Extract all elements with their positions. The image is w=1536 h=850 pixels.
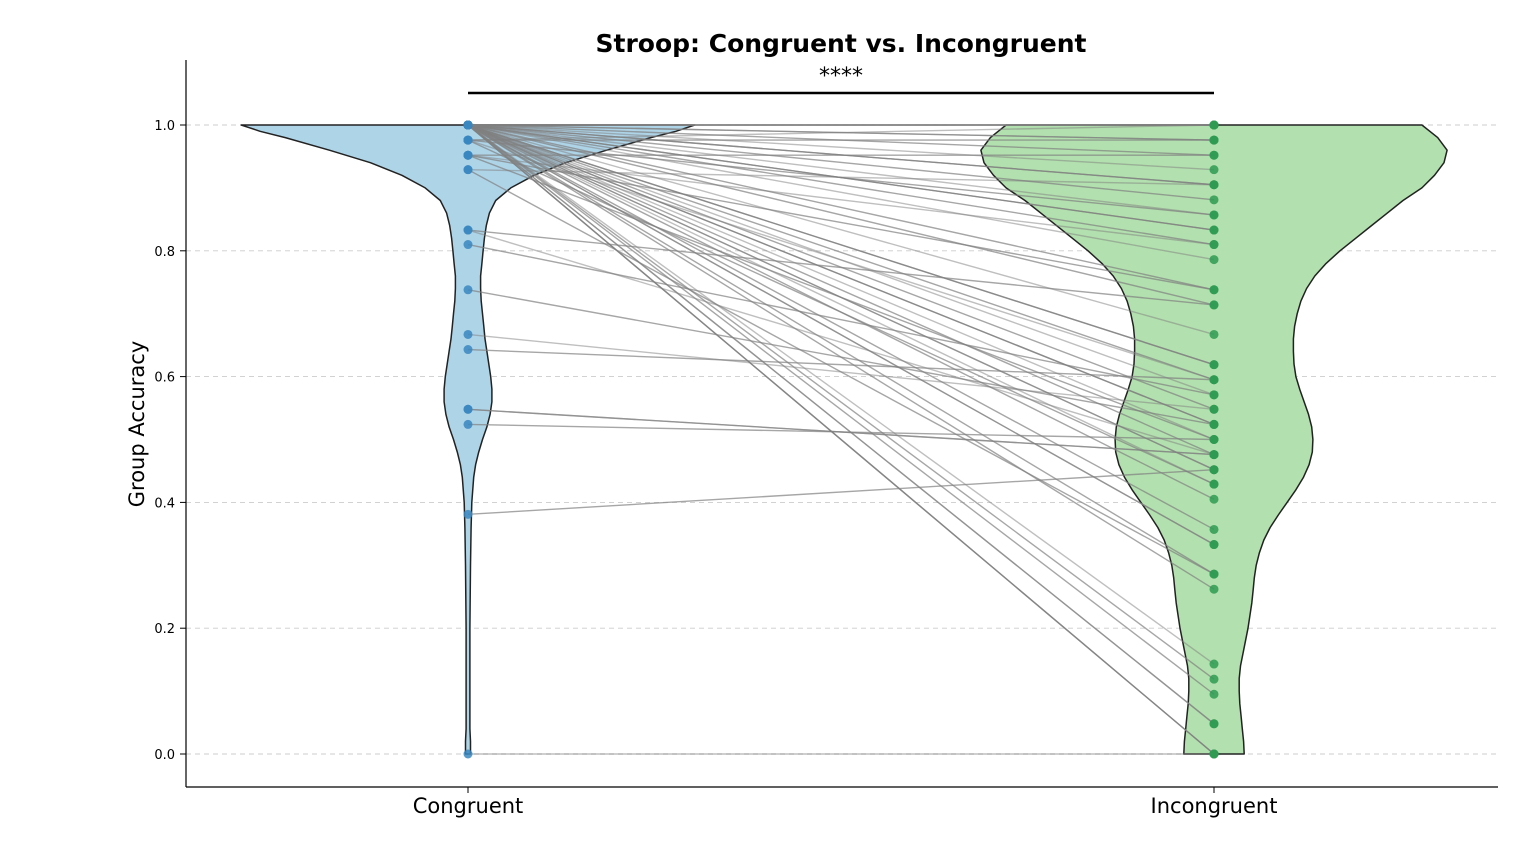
violin-congruent [240,124,696,755]
axes [185,60,1498,788]
incongruent-point [1209,390,1219,400]
incongruent-point [1209,120,1219,130]
pair-line [467,124,1215,695]
congruent-point [463,749,473,759]
incongruent-point [1209,450,1219,460]
pair-line [467,124,1215,246]
incongruent-point [1209,375,1219,385]
incongruent-point [1209,360,1219,370]
incongruent-point [1209,540,1219,550]
congruent-point [463,419,473,429]
incongruent-point [1209,465,1219,475]
incongruent-point [1209,719,1219,729]
incongruent-point [1209,225,1219,235]
chart-title: Stroop: Congruent vs. Incongruent [596,29,1087,58]
pair-line [467,124,1215,336]
incongruent-point [1209,749,1219,759]
incongruent-point [1209,195,1219,205]
pair-line [467,124,1215,755]
incongruent-point [1209,659,1219,669]
pair-line [467,124,1215,485]
pair-line [467,229,1215,456]
incongruent-point [1209,419,1219,429]
congruent-point [463,120,473,130]
y-tick-label: 0.8 [154,245,175,260]
pair-line [467,423,1215,441]
incongruent-point [1209,180,1219,190]
y-tick-label: 0.2 [154,622,175,637]
incongruent-point [1209,285,1219,295]
pair-line [467,124,1215,725]
violins [240,124,1448,755]
pair-line [467,124,1215,366]
y-tick-label: 0.6 [154,371,175,386]
pair-line [467,139,1215,381]
pair-line [467,348,1215,381]
incongruent-point [1209,240,1219,250]
incongruent-point [1209,435,1219,444]
congruent-point [463,135,473,145]
incongruent-point [1209,494,1219,504]
x-tick-label-congruent: Congruent [413,794,524,818]
pair-line [467,124,1215,680]
pair-line [467,124,1215,141]
pair-line [467,243,1215,396]
congruent-point [463,150,473,160]
congruent-point [463,285,473,295]
congruent-point [463,345,473,355]
incongruent-point [1209,524,1219,534]
pair-line [467,124,1215,665]
pair-line [467,124,1215,261]
incongruent-point [1209,255,1219,265]
pair-line [467,333,1215,411]
incongruent-point [1209,569,1219,579]
pair-line [467,124,1215,575]
incongruent-point [1209,165,1219,175]
pair-line [467,124,1215,171]
incongruent-point [1209,300,1219,310]
incongruent-point [1209,689,1219,699]
pair-line [467,124,1215,381]
x-tick-label-incongruent: Incongruent [1151,794,1278,818]
incongruent-point [1209,674,1219,684]
data-points [463,120,1219,759]
congruent-point [463,240,473,250]
congruent-point [463,225,473,235]
pair-line [467,154,1215,291]
pair-line [467,168,1215,186]
incongruent-point [1209,150,1219,160]
pair-lines [467,124,1215,755]
y-tick-label: 0.0 [154,748,175,763]
pair-line [467,154,1215,441]
incongruent-point [1209,210,1219,220]
incongruent-point [1209,584,1219,594]
x-ticks: Congruent Incongruent [413,787,1278,818]
y-ticks: 0.0 0.2 0.4 0.6 0.8 1.0 [154,119,186,763]
pair-line [467,124,1215,531]
pair-line [467,468,1215,516]
y-tick-label: 0.4 [154,496,175,511]
congruent-point [463,329,473,339]
incongruent-point [1209,479,1219,489]
pair-line [467,139,1215,485]
pair-line [467,229,1215,306]
y-tick-label: 1.0 [154,119,175,134]
incongruent-point [1209,404,1219,414]
pair-line [467,289,1215,426]
significance-label: **** [819,64,863,89]
pair-line [467,124,1215,546]
incongruent-point [1209,329,1219,339]
congruent-point [463,509,473,519]
y-axis-label: Group Accuracy [125,341,149,507]
pair-line [467,154,1215,246]
congruent-point [463,404,473,414]
congruent-point [463,165,473,175]
incongruent-point [1209,135,1219,145]
